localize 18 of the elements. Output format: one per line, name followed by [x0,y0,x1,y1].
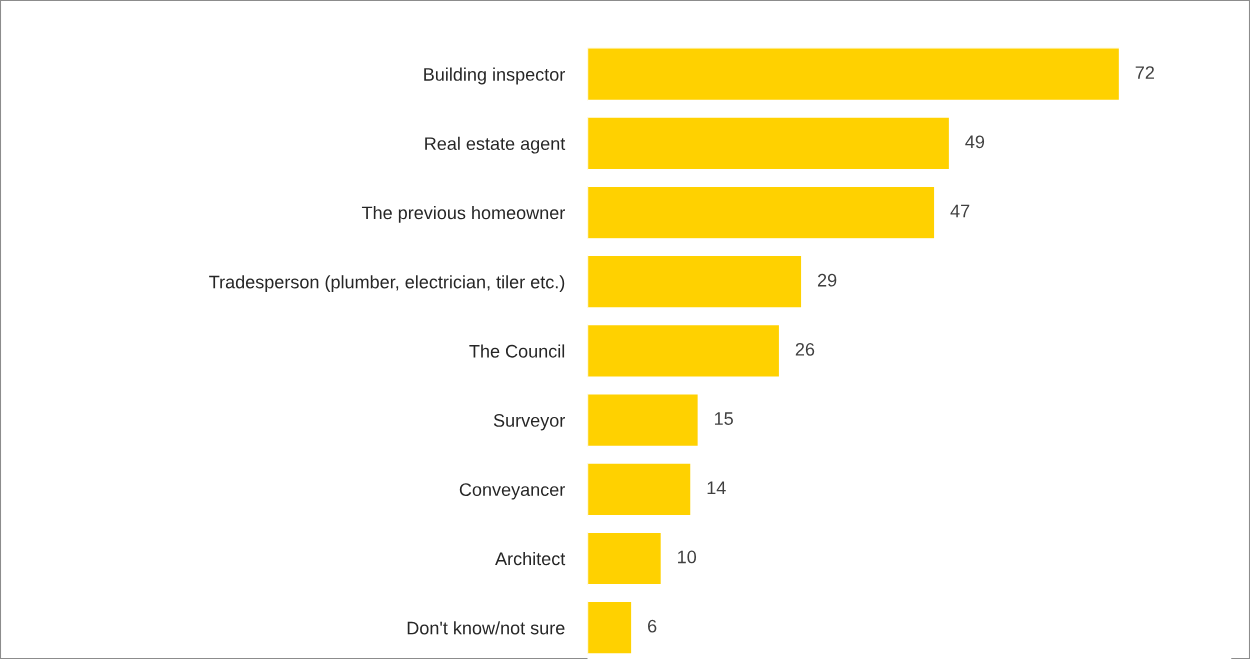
y-tick-label: Conveyancer [459,483,565,500]
data-label: 6 [648,619,657,633]
y-tick-label: Real estate agent [425,136,566,154]
y-tick-label: Architect [495,551,566,566]
y-tick-label: The previous homeowner [361,205,565,223]
data-label: 47 [950,204,970,218]
data-label: 72 [1135,66,1154,79]
y-tick-label: Tradesperson (plumber, electrician, tiler etc.) [209,275,565,293]
data-label: 10 [678,550,697,564]
y-tick-label: Surveyor [493,414,565,431]
data-label: 26 [795,342,815,356]
y-tick-label: Don't know/not sure [407,621,565,635]
y-tick-label: Building inspector [424,67,565,85]
data-label: 29 [817,273,837,287]
data-label: 49 [965,135,985,149]
data-label: 15 [714,412,733,425]
y-tick-label: The Council [469,344,565,358]
data-label: 14 [707,481,726,494]
